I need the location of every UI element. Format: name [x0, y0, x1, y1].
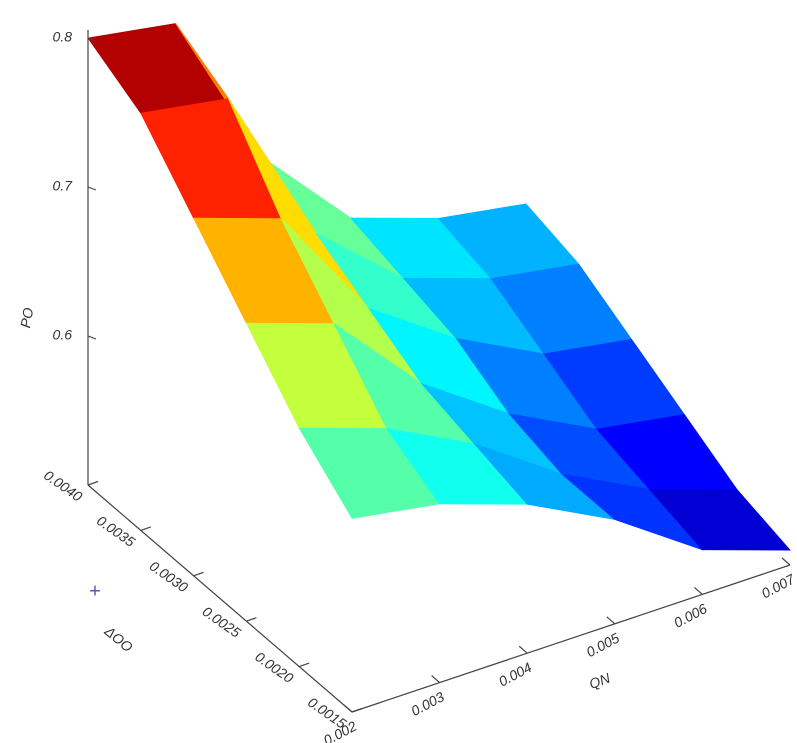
z-tick — [87, 186, 97, 191]
y-axis — [87, 484, 353, 713]
z-axis-label: PO — [17, 306, 36, 329]
x-tick — [518, 645, 528, 654]
z-tick-label: 0.7 — [53, 178, 74, 194]
x-axis — [351, 564, 791, 713]
y-tick — [299, 662, 310, 668]
y-tick — [193, 571, 204, 577]
x-tick — [431, 675, 440, 684]
x-tick — [343, 704, 353, 713]
y-tick-label: 0.0030 — [147, 558, 191, 596]
y-tick — [87, 480, 99, 486]
x-tick-label: 0.003 — [408, 688, 447, 719]
annotation: + — [89, 580, 101, 602]
y-tick-label: 0.0035 — [94, 512, 138, 550]
z-tick — [87, 335, 97, 340]
x-tick-label: 0.007 — [759, 570, 797, 601]
y-tick-label: 0.0020 — [252, 648, 296, 686]
x-tick — [606, 616, 616, 625]
x-tick — [781, 557, 791, 566]
y-axis-label: ΔOO — [101, 622, 136, 655]
y-tick-label: 0.0025 — [199, 603, 243, 641]
z-tick-label: 0.8 — [53, 29, 73, 45]
y-tick-label: 0.0040 — [41, 467, 85, 505]
y-tick — [140, 526, 151, 531]
y-tick — [351, 707, 363, 713]
x-tick-label: 0.005 — [583, 629, 622, 660]
x-axis-label: QN — [587, 669, 613, 692]
y-tick — [246, 617, 257, 622]
x-tick — [694, 586, 703, 595]
x-tick-label: 0.006 — [671, 600, 710, 631]
surface-patch — [648, 488, 791, 551]
z-tick — [87, 37, 97, 42]
x-tick-label: 0.004 — [496, 659, 535, 690]
z-tick-label: 0.6 — [53, 327, 73, 343]
